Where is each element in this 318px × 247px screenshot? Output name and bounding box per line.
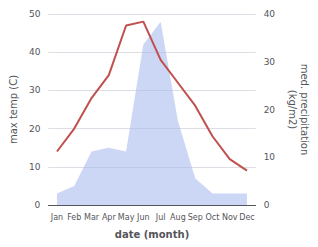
- svg-text:May: May: [118, 213, 135, 222]
- svg-text:Aug: Aug: [170, 213, 186, 222]
- svg-text:Dec: Dec: [239, 213, 254, 222]
- svg-text:20: 20: [29, 124, 41, 134]
- svg-text:date (month): date (month): [115, 229, 189, 240]
- svg-text:0: 0: [35, 200, 41, 210]
- svg-text:20: 20: [264, 105, 276, 115]
- svg-text:0: 0: [264, 200, 270, 210]
- svg-text:max temp (C): max temp (C): [8, 75, 19, 144]
- svg-text:30: 30: [29, 85, 41, 95]
- svg-text:30: 30: [264, 57, 276, 67]
- svg-text:Jun: Jun: [136, 213, 150, 222]
- svg-text:Mar: Mar: [84, 213, 100, 222]
- svg-text:10: 10: [29, 162, 41, 172]
- svg-text:40: 40: [29, 47, 41, 57]
- svg-text:10: 10: [264, 152, 276, 162]
- svg-text:40: 40: [264, 9, 276, 19]
- svg-text:(kg/m2): (kg/m2): [287, 90, 298, 130]
- svg-text:Jan: Jan: [50, 213, 63, 222]
- svg-text:Nov: Nov: [222, 213, 238, 222]
- svg-text:med. precipitation: med. precipitation: [299, 64, 310, 156]
- svg-text:Feb: Feb: [67, 213, 81, 222]
- svg-text:Apr: Apr: [102, 213, 117, 222]
- svg-text:Sep: Sep: [188, 213, 203, 222]
- svg-text:Oct: Oct: [206, 213, 220, 222]
- svg-text:Jul: Jul: [155, 213, 166, 222]
- svg-text:50: 50: [29, 9, 41, 19]
